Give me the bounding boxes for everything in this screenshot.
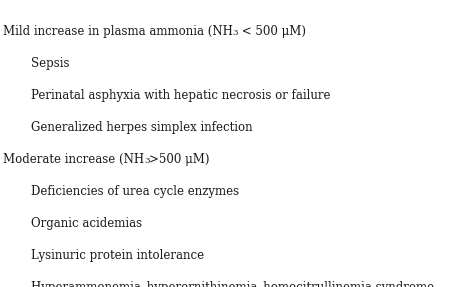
Text: Sepsis: Sepsis [30,57,69,70]
Text: Generalized herpes simplex infection: Generalized herpes simplex infection [30,121,252,134]
Text: Moderate increase (NH: Moderate increase (NH [3,153,144,166]
Text: Deficiencies of urea cycle enzymes: Deficiencies of urea cycle enzymes [30,185,239,198]
Text: >500 μM): >500 μM) [149,153,210,166]
Text: 3: 3 [233,29,238,37]
Text: Organic acidemias: Organic acidemias [30,217,142,230]
Text: 3: 3 [144,157,149,165]
Text: < 500 μM): < 500 μM) [238,25,306,38]
Text: Perinatal asphyxia with hepatic necrosis or failure: Perinatal asphyxia with hepatic necrosis… [30,89,330,102]
Text: Lysinuric protein intolerance: Lysinuric protein intolerance [30,249,204,262]
Text: Mild increase in plasma ammonia (NH: Mild increase in plasma ammonia (NH [3,25,233,38]
Text: Hyperammonemia–hyperornithinemia–homocitrullinemia syndrome: Hyperammonemia–hyperornithinemia–homocit… [30,281,434,287]
